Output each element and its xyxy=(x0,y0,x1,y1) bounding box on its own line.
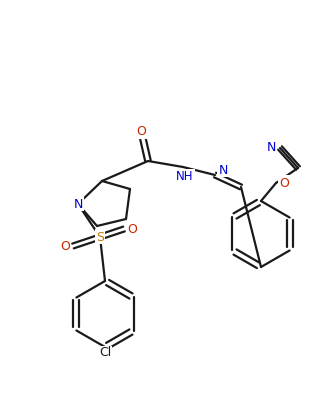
Text: O: O xyxy=(127,222,137,235)
Text: N: N xyxy=(218,163,228,176)
Text: N: N xyxy=(73,197,83,210)
Text: O: O xyxy=(60,240,70,253)
Text: Cl: Cl xyxy=(99,347,111,360)
Text: O: O xyxy=(136,124,146,137)
Text: N: N xyxy=(266,140,276,153)
Text: O: O xyxy=(279,176,289,189)
Text: S: S xyxy=(96,230,104,243)
Text: NH: NH xyxy=(176,170,194,183)
